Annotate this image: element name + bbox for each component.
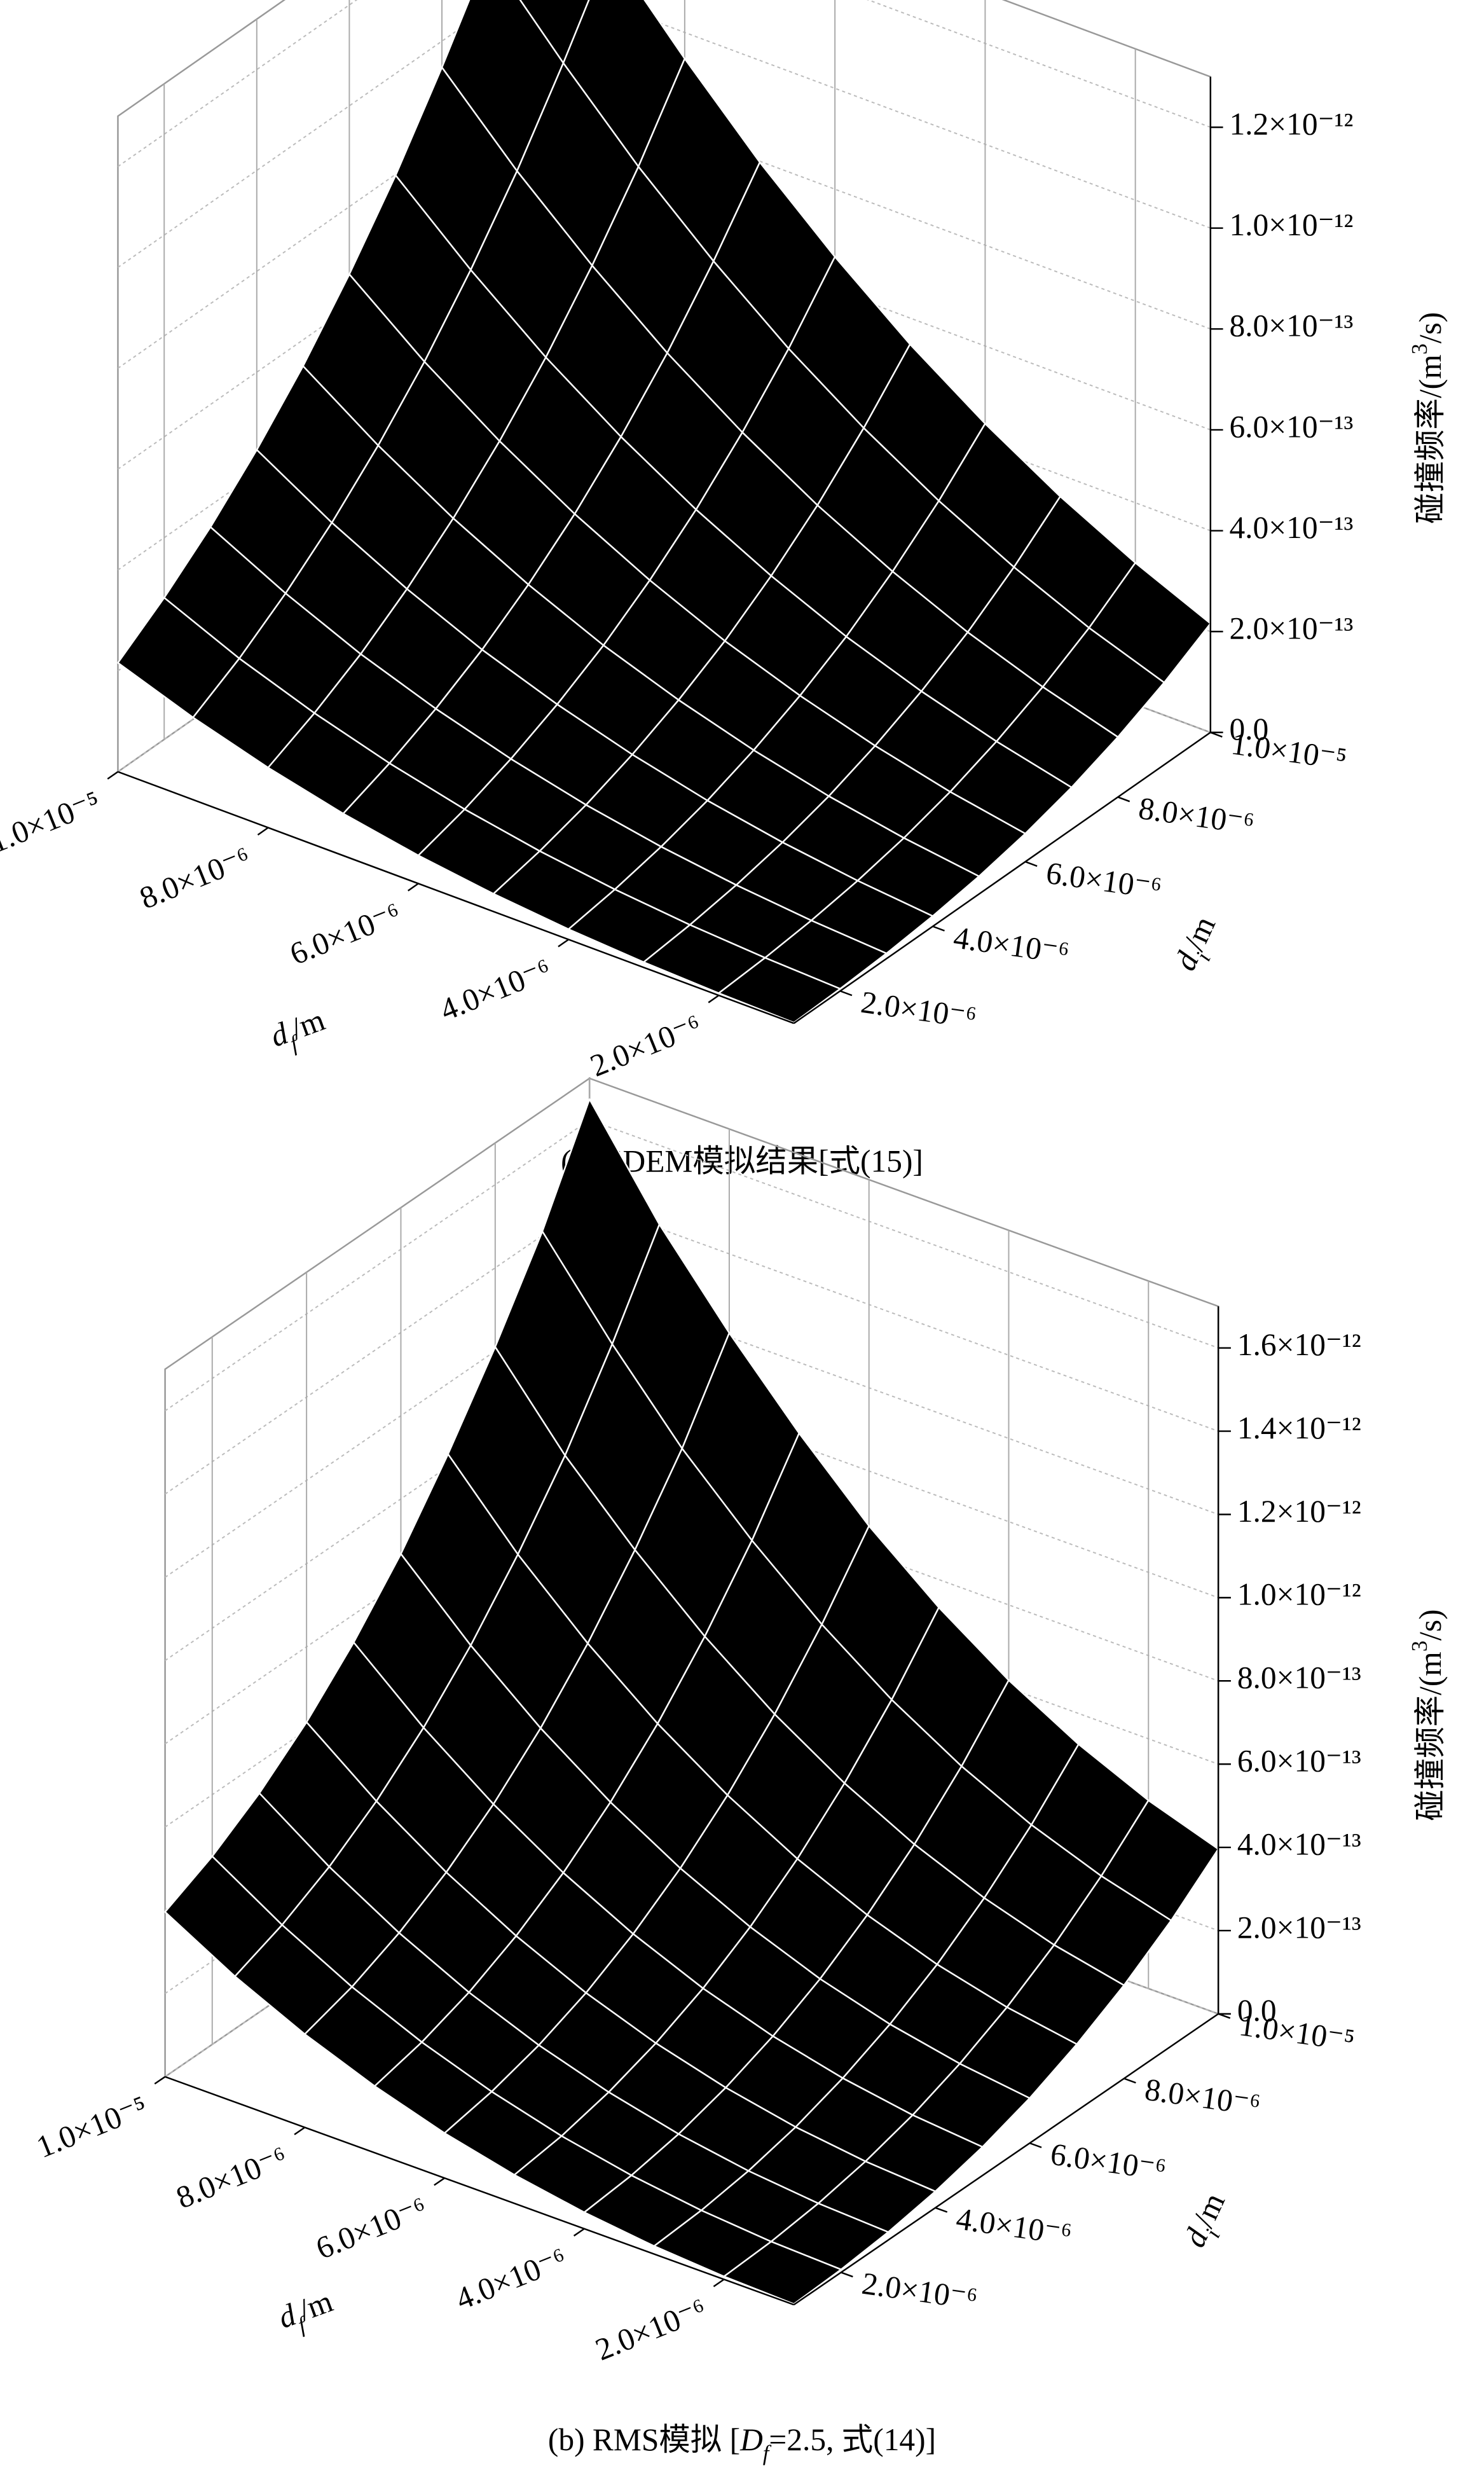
z-tick-label: 1.0×10⁻¹² (1229, 207, 1353, 242)
z-tick-label: 6.0×10⁻¹³ (1237, 1743, 1361, 1778)
y-axis-line (793, 2013, 1219, 2306)
z-tick-label: 4.0×10⁻¹³ (1229, 510, 1353, 545)
z-tick-label: 1.0×10⁻¹² (1237, 1577, 1361, 1612)
z-tick-label: 6.0×10⁻¹³ (1229, 409, 1353, 444)
y-tick (1117, 796, 1130, 803)
x-tick (708, 995, 720, 1003)
z-tick-label: 0.0 (1237, 1993, 1277, 2028)
y-tick (1025, 860, 1038, 867)
x-tick (713, 2278, 725, 2287)
chart: 2.0×10⁻⁶4.0×10⁻⁶6.0×10⁻⁶8.0×10⁻⁶1.0×10⁻⁵… (32, 1077, 1448, 2465)
x-tick (257, 827, 269, 836)
z-tick-label: 8.0×10⁻¹³ (1229, 308, 1353, 343)
y-tick (1029, 2142, 1042, 2149)
z-tick-label: 1.4×10⁻¹² (1237, 1410, 1361, 1445)
z-tick-label: 0.0 (1229, 712, 1268, 747)
z-tick-label: 1.2×10⁻¹² (1237, 1494, 1361, 1529)
z-tick-label: 2.0×10⁻¹³ (1237, 1910, 1361, 1945)
z-axis-title: 碰撞频率/(m3/s) (1408, 312, 1448, 524)
y-tick (932, 925, 945, 932)
x-axis-line (165, 2076, 795, 2306)
z-tick-label: 2.0×10⁻¹³ (1229, 611, 1353, 646)
z-axis-title-part: 3 (1408, 1641, 1432, 1651)
surface-patch (519, 0, 590, 64)
chart: 2.0×10⁻⁶4.0×10⁻⁶6.0×10⁻⁶8.0×10⁻⁶1.0×10⁻⁵… (0, 0, 1448, 1179)
y-axis-line (793, 731, 1211, 1024)
x-tick (434, 2177, 445, 2186)
x-axis-line (118, 771, 795, 1024)
caption-part: =2.5, 式(14)] (769, 2422, 936, 2457)
y-tick (1123, 2078, 1136, 2084)
caption-part: (b) RMS模拟 [ (548, 2422, 740, 2457)
x-tick (107, 771, 119, 780)
x-tick (154, 2076, 166, 2085)
z-tick-label: 4.0×10⁻¹³ (1237, 1826, 1361, 1861)
z-axis-title-part: /s) (1413, 1609, 1448, 1640)
surface-patch (723, 2240, 842, 2305)
z-axis-title: 碰撞频率/(m3/s) (1408, 1609, 1448, 1821)
caption: (b) RMS模拟 [Df=2.5, 式(14)] (548, 2422, 936, 2465)
z-axis-title-part: 碰撞频率/(m (1413, 1651, 1448, 1821)
z-tick-label: 1.6×10⁻¹² (1237, 1327, 1361, 1362)
z-axis-title-part: /s) (1413, 312, 1448, 343)
x-tick (573, 2228, 585, 2237)
z-tick-label: 1.2×10⁻¹² (1229, 106, 1353, 141)
surface-patch (718, 956, 841, 1024)
x-tick (408, 883, 419, 892)
z-tick-label: 8.0×10⁻¹³ (1237, 1660, 1361, 1695)
y-tick (841, 2272, 853, 2278)
y-tick (935, 2207, 948, 2213)
z-axis-title-part: 碰撞频率/(m (1413, 354, 1448, 523)
y-tick (839, 990, 853, 996)
x-tick (558, 939, 569, 948)
caption-part: D (739, 2422, 763, 2457)
x-tick (294, 2127, 306, 2135)
z-axis-title-part: 3 (1408, 343, 1432, 354)
